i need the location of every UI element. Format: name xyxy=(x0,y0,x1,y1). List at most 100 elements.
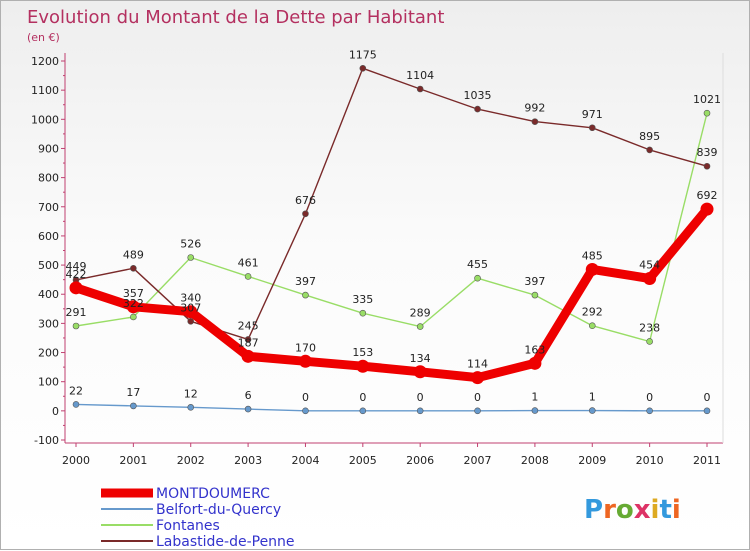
legend-item-montdoumerc: MONTDOUMERC xyxy=(101,486,270,502)
x-tick-label: 2005 xyxy=(349,454,377,467)
data-point xyxy=(244,405,252,413)
legend-label: Belfort-du-Quercy xyxy=(156,502,281,518)
chart-title: Evolution du Montant de la Dette par Hab… xyxy=(27,7,444,28)
data-point xyxy=(531,118,539,125)
data-label: 0 xyxy=(359,391,366,404)
data-point xyxy=(643,271,657,285)
data-point xyxy=(585,262,599,276)
data-label: 971 xyxy=(582,108,603,121)
series-line-belfort-du-quercy xyxy=(75,403,708,412)
y-tick-label: 600 xyxy=(38,230,59,243)
data-point xyxy=(69,281,83,295)
data-label: 0 xyxy=(302,391,309,404)
data-label: 992 xyxy=(524,102,545,115)
data-point xyxy=(413,365,427,379)
data-point xyxy=(531,291,539,299)
data-label: 526 xyxy=(180,237,201,250)
y-tick-label: 200 xyxy=(38,347,59,360)
data-point xyxy=(646,338,653,345)
data-label: 461 xyxy=(238,256,259,269)
x-tick-label: 2011 xyxy=(693,454,721,467)
data-point xyxy=(703,162,711,170)
data-label: 22 xyxy=(69,384,83,397)
data-label: 0 xyxy=(704,391,711,404)
data-label: 449 xyxy=(66,260,87,273)
x-tick-label: 2008 xyxy=(521,454,549,467)
y-tick-label: 1000 xyxy=(31,113,59,126)
data-point xyxy=(700,202,714,216)
data-point xyxy=(471,371,485,385)
x-tick-label: 2009 xyxy=(578,454,606,467)
data-label: 1 xyxy=(589,391,596,404)
proxiti-logo-text: Proxiti xyxy=(584,495,681,525)
data-point xyxy=(588,124,596,132)
x-tick-label: 2001 xyxy=(119,454,147,467)
logo-letter: P xyxy=(584,495,603,525)
proxiti-logo: Proxiti xyxy=(584,495,681,525)
legend-item-belfort-du-quercy: Belfort-du-Quercy xyxy=(101,502,281,518)
data-label: 163 xyxy=(524,343,545,356)
data-point xyxy=(302,407,309,415)
data-label: 397 xyxy=(295,275,316,288)
chart-subtitle: (en €) xyxy=(27,31,60,44)
data-point xyxy=(244,273,252,280)
y-tick-label: 0 xyxy=(52,405,59,418)
y-tick-label: 500 xyxy=(38,259,59,272)
series-line-labastide-de-penne xyxy=(75,67,708,341)
data-label: 292 xyxy=(582,306,603,319)
data-label: 335 xyxy=(352,293,373,306)
data-label: 839 xyxy=(697,146,718,159)
series-line-fontanes xyxy=(75,112,708,343)
data-point xyxy=(187,404,195,411)
data-point xyxy=(302,291,309,299)
data-point xyxy=(646,146,653,154)
data-label: 676 xyxy=(295,194,316,207)
data-label: 454 xyxy=(639,258,660,271)
data-label: 1021 xyxy=(693,93,721,106)
data-point xyxy=(72,401,80,408)
data-point xyxy=(474,407,481,415)
data-point xyxy=(359,64,367,72)
x-tick-label: 2003 xyxy=(234,454,262,467)
data-point xyxy=(241,349,255,363)
y-tick-label: 700 xyxy=(38,201,59,214)
data-point xyxy=(359,309,367,317)
data-point xyxy=(187,318,195,325)
data-label: 291 xyxy=(66,306,87,319)
data-label: 307 xyxy=(180,301,201,314)
data-point xyxy=(298,354,312,368)
legend-label: MONTDOUMERC xyxy=(156,486,270,502)
legend-item-labastide-de-penne: Labastide-de-Penne xyxy=(101,534,295,550)
data-label: 134 xyxy=(410,352,431,365)
y-tick-label: 100 xyxy=(38,376,59,389)
data-point xyxy=(588,322,596,330)
legend: MONTDOUMERCBelfort-du-QuercyFontanesLaba… xyxy=(101,486,295,550)
data-label: 1 xyxy=(531,391,538,404)
data-point xyxy=(130,313,137,321)
data-label: 0 xyxy=(646,391,653,404)
x-tick-label: 2010 xyxy=(636,454,664,467)
data-label: 1035 xyxy=(464,89,492,102)
series-line-montdoumerc xyxy=(71,204,712,383)
series-montdoumerc xyxy=(69,202,714,385)
x-tick-label: 2004 xyxy=(291,454,319,467)
data-point xyxy=(703,407,711,415)
data-point xyxy=(416,85,424,93)
data-point xyxy=(72,322,80,330)
data-point xyxy=(531,407,539,414)
data-label: 485 xyxy=(582,249,603,262)
data-point xyxy=(184,305,198,319)
data-label: 357 xyxy=(123,287,144,300)
data-label: 170 xyxy=(295,341,316,354)
data-point xyxy=(359,407,367,415)
data-point xyxy=(474,274,481,282)
data-point xyxy=(528,356,542,370)
y-tick-label: 400 xyxy=(38,288,59,301)
data-label: 153 xyxy=(352,346,373,359)
data-label: 422 xyxy=(66,268,87,281)
data-label: 1104 xyxy=(406,69,434,82)
data-label: 289 xyxy=(410,307,431,320)
data-point xyxy=(302,210,309,218)
